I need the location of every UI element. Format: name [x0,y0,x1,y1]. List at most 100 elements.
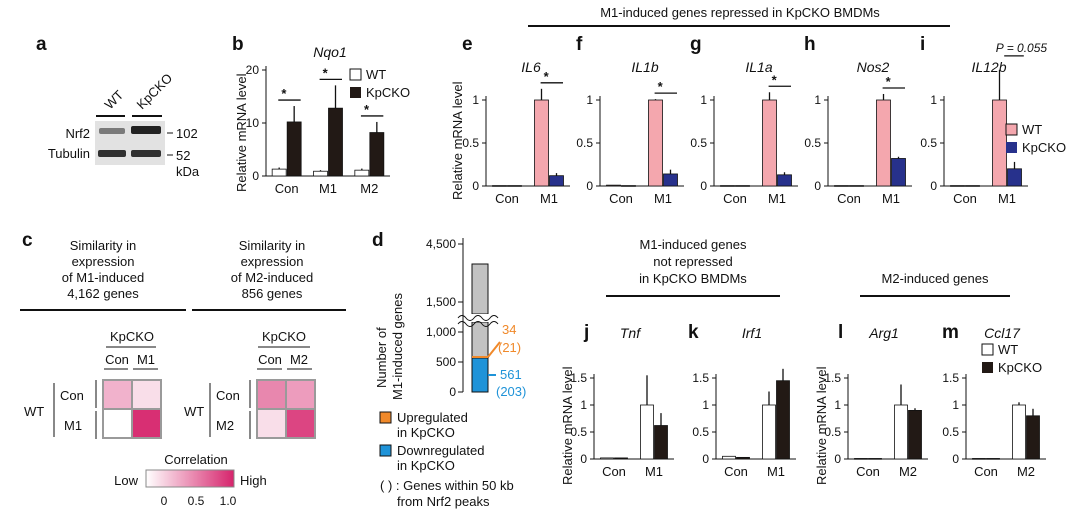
row-label-left-con: Con [60,388,84,403]
xtick-label-e-1: M1 [540,191,558,206]
legend-label-wt-m: WT [998,342,1018,357]
row-group-right: WT [184,404,204,419]
xtick-label-m-1: M2 [1017,464,1035,479]
bar-k-kpcko-1 [776,380,790,460]
chart-title-j: Tnf [620,325,642,341]
bar-b-kpcko-2 [369,132,385,177]
panels-j-m: j Tnf 0 0.5 1 1.5 Con M1 k Irf1 0 0.5 1 1.5 Con M1 l Arg1… [570,322,1046,479]
ytick-label-d-1000: 1,000 [426,325,456,339]
bar-k-wt-0 [722,455,736,460]
ytick-label-g-0: 0 [700,179,707,193]
panel-c: c Similarity in expression of M1-induced… [20,230,346,508]
bar-m-kpcko-0 [986,458,1000,460]
bar-b-wt-2 [354,169,370,177]
row-label-tubulin: Tubulin [48,146,90,161]
colorbar-high: High [240,473,267,488]
bar-h-wt-1 [876,99,891,187]
panel-d: d Number of M1-induced genes 4,500 1,500… [372,230,526,509]
legend-label-kpcko-i: KpCKO [1022,140,1066,155]
ytick-label-k-1: 0.5 [692,425,709,439]
legend-up-1: Upregulated [397,410,468,425]
ytick-label-l-2: 1 [834,398,841,412]
xtick-label-h-0: Con [837,191,861,206]
xtick-label-e-0: Con [495,191,519,206]
ytick-label-g-2: 1 [700,93,707,107]
col-label-left-con: Con [105,352,129,367]
col-label-right-m2: M2 [290,352,308,367]
xtick-label-b-1: M1 [319,181,337,196]
xtick-label-k-1: M1 [767,464,785,479]
ytick-label-l-3: 1.5 [824,371,841,385]
bar-l-wt-0 [854,458,868,460]
title-left-3: of M1-induced [62,270,144,285]
header-j-k-1: M1-induced genes [640,237,747,252]
legend-label-kpcko-b: KpCKO [366,85,410,100]
xtick-label-l-1: M2 [899,464,917,479]
ytick-label-m-1: 0.5 [942,425,959,439]
xtick-label-k-0: Con [724,464,748,479]
sig-star-b-0: * [281,86,287,101]
ytick-label-k-3: 1.5 [692,371,709,385]
down-count-nrf2: (203) [496,384,526,399]
bar-b-wt-1 [313,170,328,177]
bar-j-kpcko-0 [614,457,628,460]
row-label-right-con: Con [216,388,240,403]
chart-title-i: IL12b [971,59,1006,75]
xtick-label-j-1: M1 [645,464,663,479]
ytick-label-b-2: 20 [246,63,260,77]
pvalue-i: P = 0.055 [996,41,1048,55]
bar-h-wt-0 [834,185,849,187]
bar-g-wt-0 [720,185,735,187]
header-j-k-3: in KpCKO BMDMs [639,271,747,286]
panel-letter-j: j [583,322,589,343]
bar-m-wt-0 [972,458,986,460]
ytick-label-i-0: 0 [930,179,937,193]
heat-cell-c-m1-0-1 [131,379,162,410]
heat-cell-c-m2-1-1 [285,408,316,439]
legend-swatch-wt-b [349,68,362,81]
ytick-label-e-2: 1 [472,93,479,107]
header-e-i: M1-induced genes repressed in KpCKO BMDM… [600,5,880,20]
colorbar [145,469,235,488]
bar-m-wt-1 [1012,404,1026,460]
bar-k-kpcko-0 [736,456,750,460]
ytick-label-j-1: 0.5 [570,425,587,439]
ytick-label-f-2: 1 [586,93,593,107]
xtick-label-m-0: Con [974,464,998,479]
ytick-label-d-0: 0 [449,385,456,399]
bar-l-wt-1 [894,404,908,460]
xtick-label-h-1: M1 [882,191,900,206]
ytick-label-d-500: 500 [436,355,456,369]
title-left-4: 4,162 genes [67,286,139,301]
xtick-label-l-0: Con [856,464,880,479]
bar-i-wt-1 [992,99,1007,187]
bar-h-kpcko-1 [891,158,906,187]
ytick-label-d-1500: 1,500 [426,295,456,309]
bar-j-kpcko-1 [654,425,668,460]
bar-f-kpcko-0 [621,185,636,187]
panel-a: a WT KpCKO Nrf2 Tubulin 102 52 kDa [36,34,200,179]
bar-b-wt-0 [271,168,287,177]
bar-b-kpcko-0 [286,121,302,177]
legend-down-1: Downregulated [397,443,484,458]
panel-letter-d: d [372,230,384,251]
xtick-label-i-0: Con [953,191,977,206]
panel-letter-a: a [36,34,47,55]
ylabel-e: Relative mRNA level [450,81,465,200]
heat-cell-c-m2-0-1 [285,379,316,410]
row-label-nrf2: Nrf2 [65,126,90,141]
heat-cell-c-m1-1-1 [131,408,162,439]
bar-down [471,357,489,393]
title-right-3: of M2-induced [231,270,313,285]
bar-j-wt-1 [640,404,654,460]
legend-swatch-wt-i [1005,123,1018,136]
panel-letter-b: b [232,34,244,55]
ytick-label-h-2: 1 [814,93,821,107]
colorbar-tick-1: 1.0 [220,494,237,508]
panel-letter-h: h [804,34,816,55]
marker-52: 52 [176,148,190,163]
xtick-label-b-2: M2 [360,181,378,196]
chart-b: 0 10 20 Con * M1 * M2 * [246,63,390,196]
band-nrf2-kpcko [131,126,161,134]
panel-b: b Nqo1 Relative mRNA level 0 10 20 Con * M1 * M… [232,34,410,196]
